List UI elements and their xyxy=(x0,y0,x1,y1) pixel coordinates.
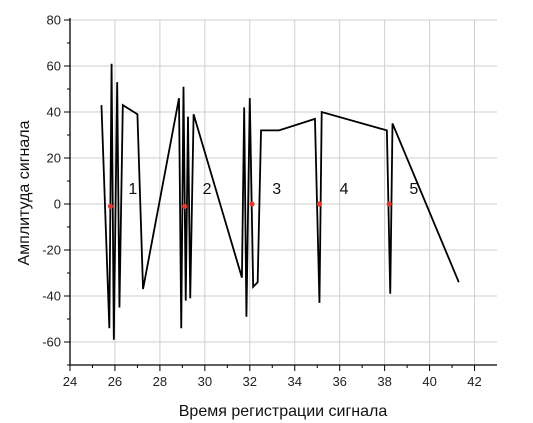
event-marker xyxy=(386,201,392,207)
series-group xyxy=(100,63,460,340)
axes xyxy=(69,18,497,366)
x-tick-label: 38 xyxy=(377,374,391,389)
x-tick-label: 26 xyxy=(108,374,122,389)
event-number-label: 2 xyxy=(203,181,212,198)
y-tick-label: -60 xyxy=(42,335,61,350)
signal-line xyxy=(100,63,460,340)
y-tick-label: -20 xyxy=(42,243,61,258)
x-tick-label: 36 xyxy=(332,374,346,389)
y-axis-title: Амплитуда сигнала xyxy=(16,120,33,265)
annotations-group: 1 2 3 4 5 xyxy=(128,181,418,198)
event-marker xyxy=(316,201,323,207)
y-tick-label: 20 xyxy=(47,151,61,166)
x-tick-label: 28 xyxy=(153,374,167,389)
y-tick-label: -40 xyxy=(42,289,61,304)
event-marker xyxy=(249,201,255,207)
x-tick-label: 34 xyxy=(288,374,302,389)
y-tick-label: 0 xyxy=(54,197,61,212)
event-marker xyxy=(107,203,114,209)
x-tick-label: 24 xyxy=(63,374,77,389)
event-number-label: 5 xyxy=(409,181,418,198)
y-tick-label: 60 xyxy=(47,59,61,74)
event-number-label: 3 xyxy=(272,181,281,198)
y-tick-label: 40 xyxy=(47,105,61,120)
x-tick-label: 42 xyxy=(467,374,481,389)
y-tick-label: 80 xyxy=(47,13,61,28)
x-tick-label: 32 xyxy=(243,374,257,389)
event-marker xyxy=(182,203,188,209)
markers-group xyxy=(107,201,392,209)
event-number-label: 1 xyxy=(128,181,137,198)
event-number-label: 4 xyxy=(340,181,349,198)
x-tick-label: 40 xyxy=(422,374,436,389)
x-axis-title: Время регистрации сигнала xyxy=(179,403,388,420)
x-tick-label: 30 xyxy=(198,374,212,389)
